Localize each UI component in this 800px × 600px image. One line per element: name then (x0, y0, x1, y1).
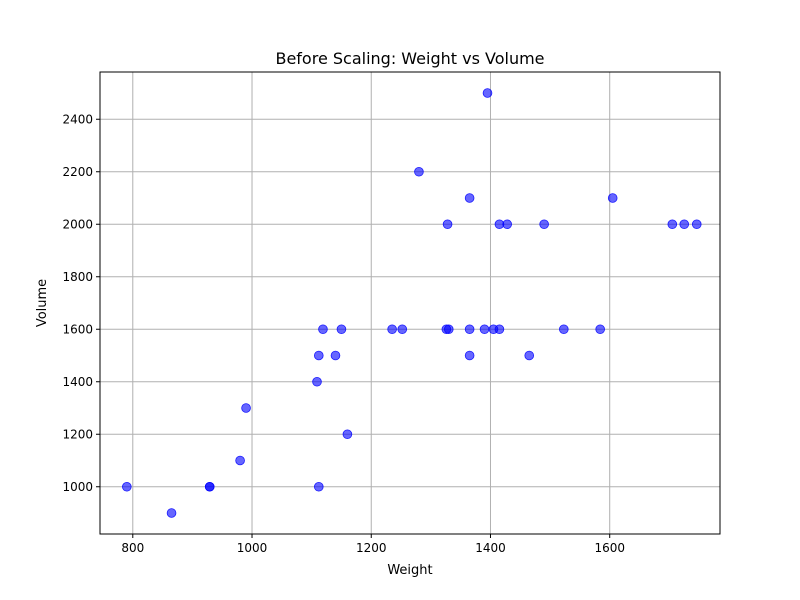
data-point (464, 193, 475, 203)
data-point (607, 193, 618, 203)
data-point (479, 324, 490, 335)
data-points (122, 88, 702, 518)
data-point (595, 324, 605, 335)
x-tick-label: 1200 (356, 541, 387, 555)
y-tick-label: 1000 (62, 480, 93, 494)
data-point (387, 324, 397, 335)
x-tick-label: 1000 (237, 541, 268, 555)
y-tick-label: 2200 (62, 165, 93, 179)
data-point (330, 350, 341, 361)
data-point (318, 324, 328, 335)
data-point (679, 219, 690, 230)
data-point (559, 324, 569, 335)
data-point (312, 376, 322, 387)
x-tick-label: 800 (121, 541, 144, 555)
data-point (313, 350, 324, 361)
data-point (667, 219, 678, 230)
data-point (313, 481, 324, 492)
data-point (464, 324, 475, 335)
y-tick-label: 1200 (62, 427, 93, 441)
plot-frame (99, 71, 721, 535)
data-point (464, 350, 475, 361)
x-tick-label: 1600 (594, 541, 625, 555)
data-point (204, 481, 215, 492)
x-tick-label: 1400 (475, 541, 506, 555)
y-tick-label: 1400 (62, 375, 93, 389)
y-tick-label: 1600 (62, 322, 93, 336)
y-tick-label: 2000 (62, 217, 93, 231)
chart-title: Before Scaling: Weight vs Volume (275, 49, 544, 68)
data-point (235, 455, 245, 466)
data-point (502, 219, 512, 230)
data-point (539, 219, 549, 230)
data-point (443, 324, 454, 335)
y-tick-label: 1800 (62, 270, 93, 284)
data-point (524, 350, 535, 361)
y-tick-label: 2400 (62, 112, 93, 126)
data-point (494, 324, 505, 335)
data-point (482, 88, 493, 98)
data-point (122, 481, 132, 492)
data-point (241, 403, 251, 413)
data-point (414, 166, 424, 177)
y-axis-ticks: 1000 1200 1400 1600 1800 2000 2200 2400 (62, 112, 100, 494)
x-axis-label: Weight (387, 563, 432, 578)
y-axis-label: Volume (35, 279, 50, 327)
x-axis-ticks: 800 1000 1200 1400 1600 (121, 534, 625, 555)
data-point (442, 219, 453, 230)
data-point (166, 508, 177, 518)
data-point (342, 429, 353, 440)
data-point (397, 324, 408, 335)
data-point (336, 324, 347, 335)
grid-lines (100, 72, 720, 534)
data-point (691, 219, 702, 230)
